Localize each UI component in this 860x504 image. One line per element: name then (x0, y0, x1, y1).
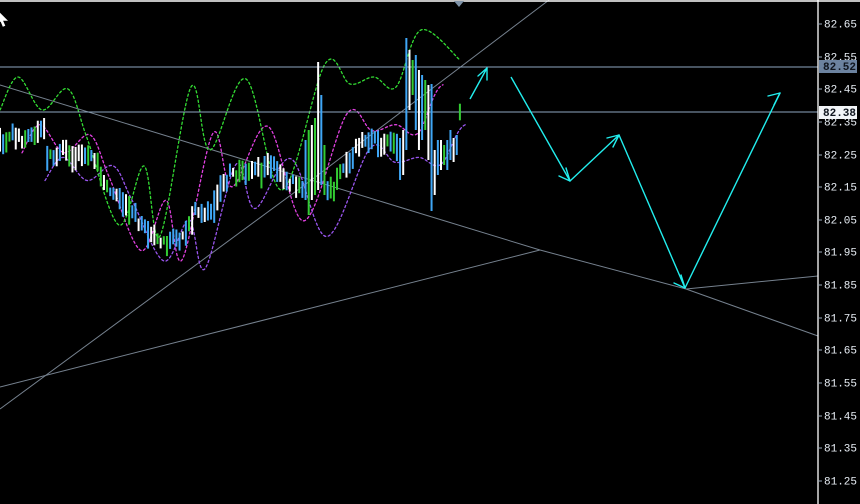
svg-text:82.15: 82.15 (824, 183, 857, 195)
svg-text:82.25: 82.25 (824, 151, 857, 163)
svg-text:81.55: 81.55 (824, 379, 857, 391)
svg-text:81.35: 81.35 (824, 444, 857, 456)
svg-text:81.25: 81.25 (824, 477, 857, 489)
svg-text:81.95: 81.95 (824, 248, 857, 260)
svg-text:82.05: 82.05 (824, 216, 857, 228)
svg-text:81.65: 81.65 (824, 346, 857, 358)
svg-text:81.85: 81.85 (824, 281, 857, 293)
svg-text:81.75: 81.75 (824, 314, 857, 326)
svg-text:82.52: 82.52 (823, 62, 856, 74)
svg-text:82.38: 82.38 (823, 108, 856, 120)
svg-text:82.45: 82.45 (824, 85, 857, 97)
svg-text:81.45: 81.45 (824, 412, 857, 424)
svg-text:82.65: 82.65 (824, 20, 857, 32)
